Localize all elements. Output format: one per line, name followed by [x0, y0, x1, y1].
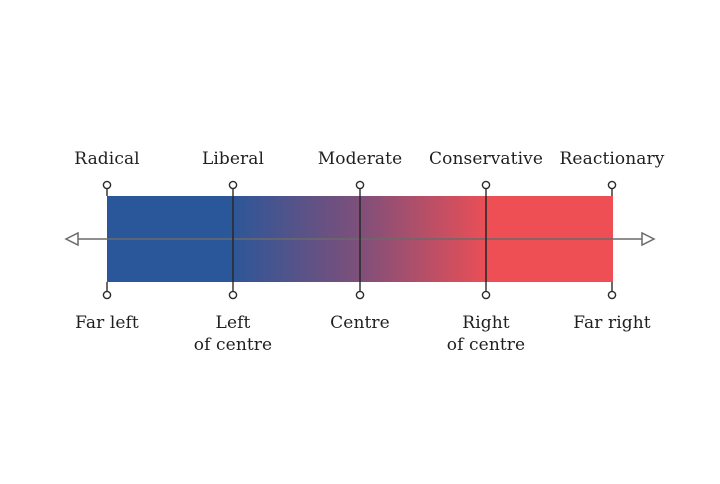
marker-circle-icon-bottom-conservative	[481, 290, 491, 300]
marker-circle-icon-bottom-radical	[102, 290, 112, 300]
label-right-of-centre-line-1: Right	[462, 313, 510, 333]
marker-circle-icon-bottom-moderate	[355, 290, 365, 300]
marker-circle-icon-top-reactionary	[607, 180, 617, 190]
label-right-of-centre: Right of centre	[447, 312, 525, 356]
label-right-of-centre-line-2: of centre	[446, 335, 526, 355]
marker-circle-icon-bottom-liberal	[228, 290, 238, 300]
label-centre-line-1: Centre	[330, 313, 390, 333]
right-arrow-icon	[641, 231, 656, 247]
label-left-of-centre: Left of centre	[194, 312, 272, 356]
marker-circle-icon-bottom-reactionary	[607, 290, 617, 300]
label-far-left-line-1: Far left	[75, 313, 139, 333]
label-far-right-line-1: Far right	[573, 313, 651, 333]
label-conservative: Conservative	[429, 149, 543, 169]
label-liberal: Liberal	[201, 149, 265, 169]
label-moderate: Moderate	[317, 149, 403, 169]
left-arrow-icon	[64, 231, 79, 247]
marker-circle-icon-top-conservative	[481, 180, 491, 190]
marker-circle-icon-top-moderate	[355, 180, 365, 190]
marker-group	[102, 180, 617, 300]
label-left-of-centre-line-2: of centre	[193, 335, 273, 355]
marker-circle-icon-top-liberal	[228, 180, 238, 190]
marker-circle-icon-top-radical	[102, 180, 112, 190]
label-far-left: Far left	[75, 312, 139, 334]
label-far-right: Far right	[573, 312, 650, 334]
label-reactionary: Reactionary	[559, 149, 665, 169]
label-radical: Radical	[74, 149, 140, 169]
label-left-of-centre-line-1: Left	[215, 313, 251, 333]
label-centre: Centre	[330, 312, 390, 334]
